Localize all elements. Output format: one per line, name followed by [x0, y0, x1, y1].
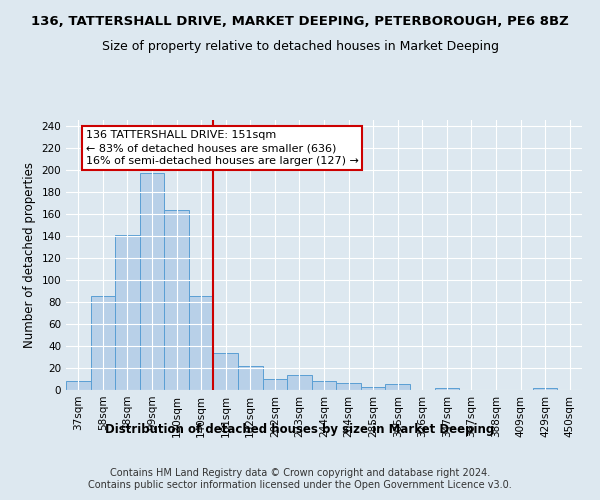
Text: 136 TATTERSHALL DRIVE: 151sqm
← 83% of detached houses are smaller (636)
16% of : 136 TATTERSHALL DRIVE: 151sqm ← 83% of d…	[86, 130, 359, 166]
Bar	[312, 381, 336, 390]
Bar	[140, 173, 164, 390]
Text: 136, TATTERSHALL DRIVE, MARKET DEEPING, PETERBOROUGH, PE6 8BZ: 136, TATTERSHALL DRIVE, MARKET DEEPING, …	[31, 15, 569, 28]
Bar	[238, 366, 263, 390]
Bar	[164, 210, 189, 390]
Bar	[533, 388, 557, 390]
Bar	[361, 386, 385, 390]
Text: Contains HM Land Registry data © Crown copyright and database right 2024.
Contai: Contains HM Land Registry data © Crown c…	[88, 468, 512, 490]
Bar	[336, 384, 361, 390]
Bar	[115, 234, 140, 390]
Bar	[385, 384, 410, 390]
Bar	[287, 374, 312, 390]
Bar	[214, 352, 238, 390]
Y-axis label: Number of detached properties: Number of detached properties	[23, 162, 36, 348]
Text: Size of property relative to detached houses in Market Deeping: Size of property relative to detached ho…	[101, 40, 499, 53]
Bar	[91, 296, 115, 390]
Bar	[434, 388, 459, 390]
Bar	[263, 379, 287, 390]
Text: Distribution of detached houses by size in Market Deeping: Distribution of detached houses by size …	[106, 422, 494, 436]
Bar	[189, 296, 214, 390]
Bar	[66, 381, 91, 390]
